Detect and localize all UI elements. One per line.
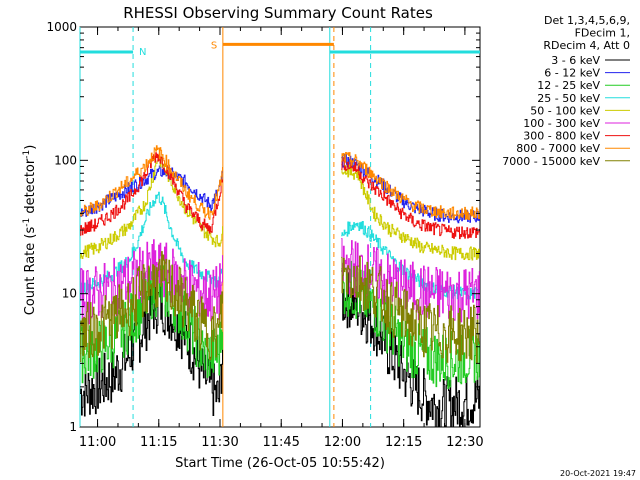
series-line-0-seg-1 xyxy=(341,270,480,428)
x-axis-label: Start Time (26-Oct-05 10:55:42) xyxy=(175,456,385,471)
series-line-4-seg-1 xyxy=(341,164,480,261)
x-tick-label-2: 11:30 xyxy=(201,435,238,450)
series-line-5-seg-0 xyxy=(80,239,223,325)
series-line-7-seg-1 xyxy=(341,152,480,220)
legend-entry-label-8: 7000 - 15000 keV xyxy=(502,155,600,168)
legend-header-line-0: Det 1,3,4,5,6,9, xyxy=(544,14,630,27)
x-tick-label-0: 11:00 xyxy=(79,435,116,450)
series-line-8-seg-1 xyxy=(341,255,480,364)
x-axis-ticks: 11:00 11:15 11:30 11:45 12:00 12:15 12:30 xyxy=(79,27,484,450)
legend-header-line-1: FDecim 1, xyxy=(575,27,630,40)
series-line-6-seg-1 xyxy=(341,157,480,240)
legend-entry-label-4: 50 - 100 keV xyxy=(530,104,600,117)
series-line-5-seg-1 xyxy=(341,238,480,323)
legend-entry-label-1: 6 - 12 keV xyxy=(544,67,600,80)
legend-entry-label-5: 100 - 300 keV xyxy=(523,117,600,130)
x-tick-label-3: 11:45 xyxy=(262,435,299,450)
series-line-7-seg-0 xyxy=(80,145,223,220)
night-label: N xyxy=(139,47,146,58)
series-line-1-seg-1 xyxy=(341,153,480,224)
x-tick-label-1: 11:15 xyxy=(140,435,177,450)
series-line-8-seg-0 xyxy=(80,251,223,363)
legend: Det 1,3,4,5,6,9,FDecim 1,RDecim 4, Att 0… xyxy=(502,14,630,168)
y-tick-label-0: 1 xyxy=(69,420,77,434)
legend-entry-label-0: 3 - 6 keV xyxy=(551,54,600,67)
x-tick-label-6: 12:30 xyxy=(446,435,483,450)
series-line-1-seg-0 xyxy=(80,165,223,217)
y-tick-label-1: 10 xyxy=(62,287,77,301)
y-axis-label: Count Rate (s-1 detector-1) xyxy=(22,145,38,316)
y-tick-label-3: 1000 xyxy=(46,20,77,34)
legend-header-line-2: RDecim 4, Att 0 xyxy=(543,39,630,52)
legend-entry-label-3: 25 - 50 keV xyxy=(537,92,600,105)
y-axis-ticks: 1 10 100 1000 xyxy=(46,20,480,434)
x-tick-label-4: 12:00 xyxy=(324,435,361,450)
data-series xyxy=(80,145,480,428)
legend-entry-label-7: 800 - 7000 keV xyxy=(516,142,600,155)
legend-entry-label-2: 12 - 25 keV xyxy=(537,79,600,92)
x-tick-label-5: 12:15 xyxy=(385,435,422,450)
series-line-6-seg-0 xyxy=(80,152,223,236)
legend-entry-label-6: 300 - 800 keV xyxy=(523,130,600,143)
saa-label: S xyxy=(211,40,217,51)
chart-title: RHESSI Observing Summary Count Rates xyxy=(123,4,433,22)
y-tick-label-2: 100 xyxy=(54,153,77,167)
timestamp: 20-Oct-2021 19:47 xyxy=(560,469,636,478)
